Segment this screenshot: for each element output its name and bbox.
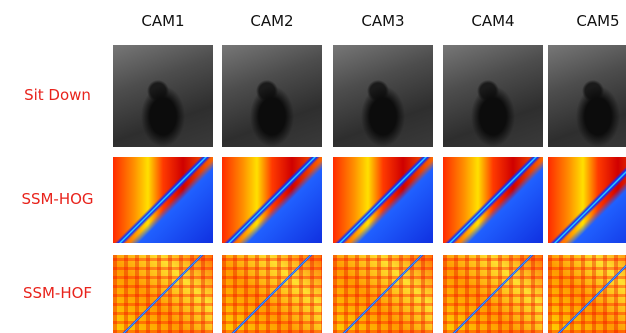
video-frame	[443, 45, 543, 147]
similarity-matrix	[222, 157, 322, 243]
video-frame	[222, 45, 322, 147]
similarity-matrix	[443, 157, 543, 243]
column-header: CAM1	[113, 12, 213, 30]
column-header: CAM5	[548, 12, 626, 30]
similarity-matrix	[333, 255, 433, 333]
video-frame	[333, 45, 433, 147]
similarity-matrix	[222, 255, 322, 333]
similarity-matrix	[443, 255, 543, 333]
row-label: Sit Down	[0, 86, 115, 104]
row-label: SSM-HOG	[0, 190, 115, 208]
similarity-matrix	[333, 157, 433, 243]
video-frame	[548, 45, 626, 147]
column-header: CAM4	[443, 12, 543, 30]
similarity-matrix	[113, 157, 213, 243]
row-label: SSM-HOF	[0, 284, 115, 302]
video-frame	[113, 45, 213, 147]
column-header: CAM3	[333, 12, 433, 30]
similarity-matrix	[548, 157, 626, 243]
similarity-matrix	[113, 255, 213, 333]
similarity-matrix	[548, 255, 626, 333]
figure: CAM1 CAM2 CAM3 CAM4 CAM5 Sit Down SSM-HOG SSM-H…	[0, 0, 626, 333]
column-header: CAM2	[222, 12, 322, 30]
